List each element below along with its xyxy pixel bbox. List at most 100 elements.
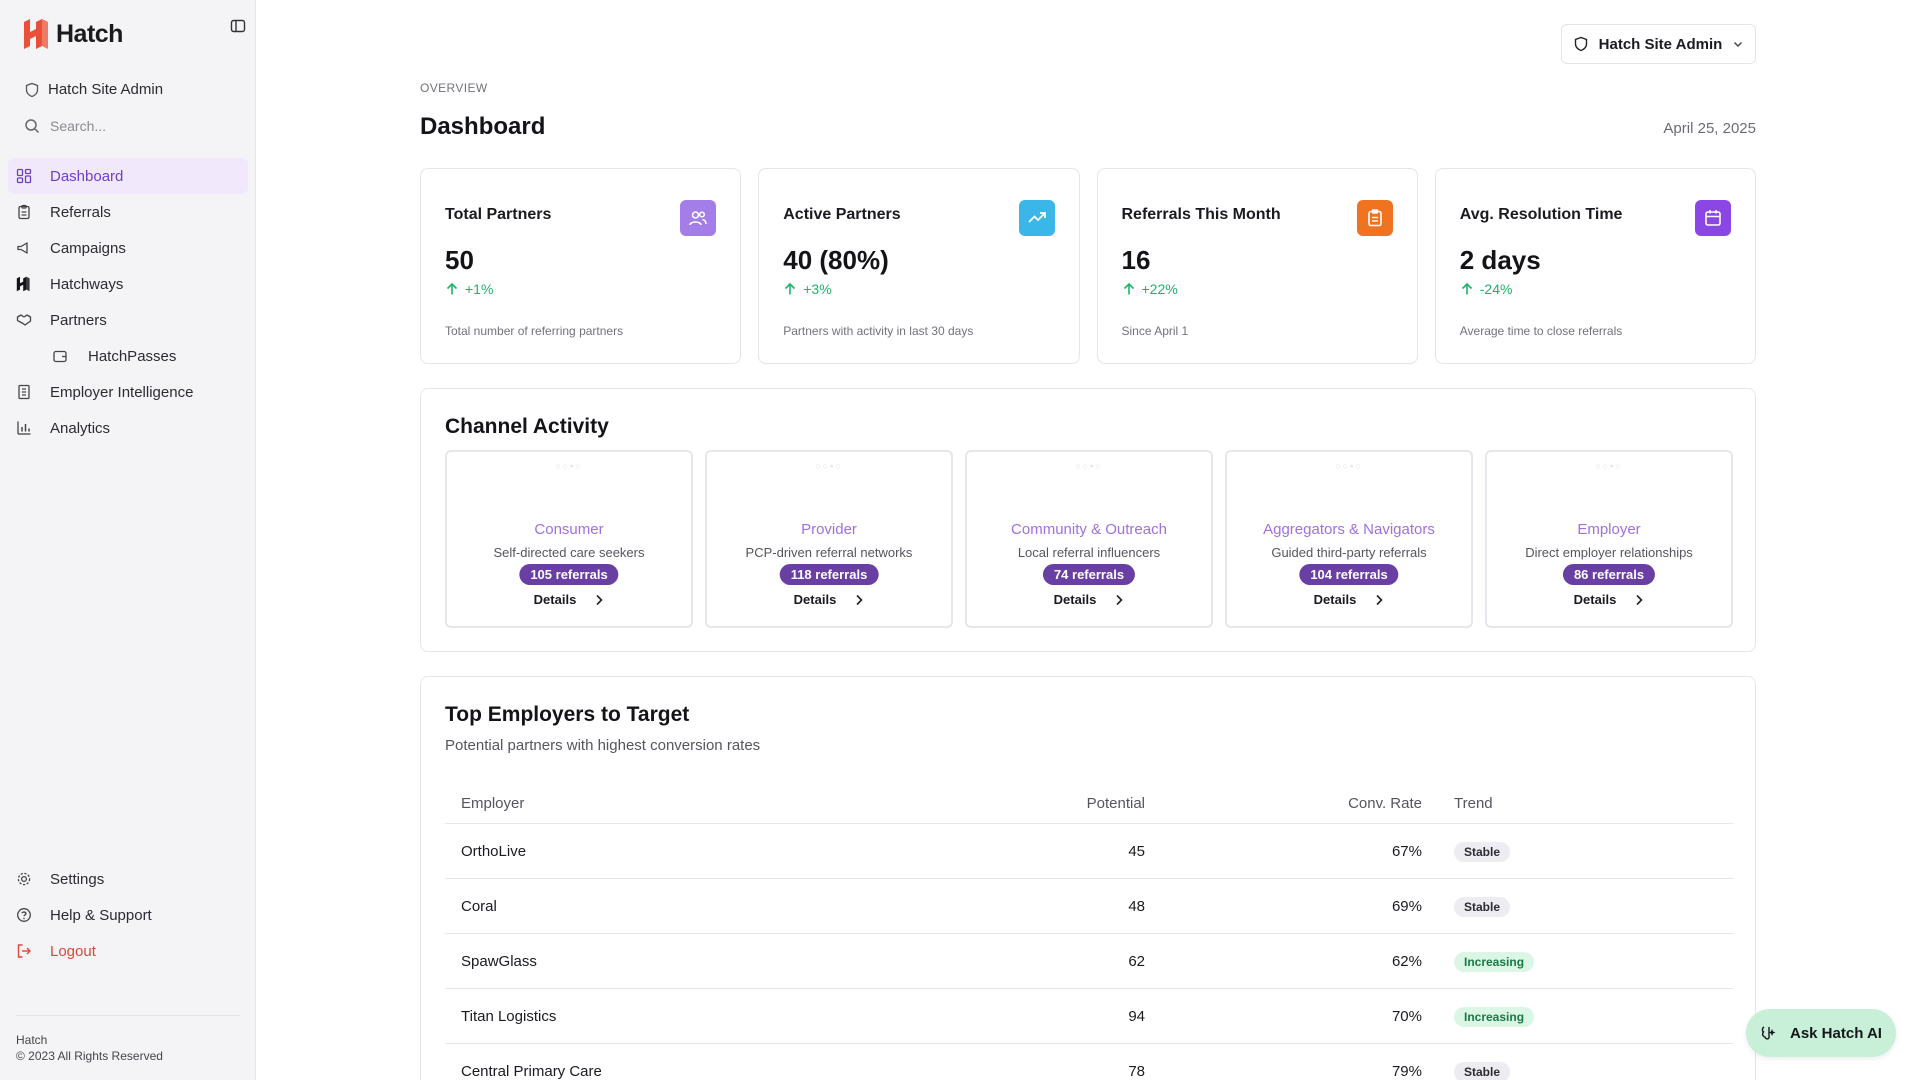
- sidebar-item-help[interactable]: Help & Support: [8, 897, 248, 933]
- employer-potential: 62: [1128, 952, 1145, 970]
- channel-subtitle: Local referral influencers: [1017, 545, 1161, 560]
- section-subtitle: Potential partners with highest conversi…: [445, 737, 761, 754]
- column-header-potential[interactable]: Potential: [1086, 794, 1145, 812]
- sidebar-item-label: HatchPasses: [88, 347, 177, 365]
- sidebar-item-partners[interactable]: Partners: [8, 302, 248, 338]
- table-row[interactable]: Central Primary Care 78 79% Stable: [445, 1044, 1733, 1080]
- sidebar-item-label: Logout: [50, 942, 96, 960]
- handshake-icon: [16, 312, 32, 328]
- footer-company: Hatch: [16, 1033, 48, 1047]
- help-icon: [16, 907, 32, 923]
- column-header-employer[interactable]: Employer: [461, 794, 525, 812]
- table-row[interactable]: SpawGlass 62 62% Increasing: [445, 934, 1733, 989]
- sidebar-item-hatchways[interactable]: Hatchways: [8, 266, 248, 302]
- channel-name: Aggregators & Navigators: [1263, 521, 1435, 538]
- table-row[interactable]: Titan Logistics 94 70% Increasing: [445, 989, 1733, 1044]
- details-label: Details: [533, 592, 577, 607]
- channel-subtitle: Self-directed care seekers: [493, 545, 645, 560]
- calendar-icon: [1695, 200, 1731, 236]
- sparkle-brain-icon: [1761, 1026, 1776, 1040]
- details-label: Details: [793, 592, 837, 607]
- dashboard-icon: [16, 168, 32, 184]
- channel-decoration: ○○▪○: [1075, 461, 1103, 471]
- channel-name: Provider: [801, 521, 857, 538]
- employer-potential: 94: [1128, 1007, 1145, 1025]
- trend-badge: Stable: [1454, 1061, 1511, 1080]
- sidebar-item-referrals[interactable]: Referrals: [8, 194, 248, 230]
- sidebar-item-label: Partners: [50, 311, 107, 329]
- channel-card-employer[interactable]: ○○▪○ Employer Direct employer relationsh…: [1485, 450, 1733, 628]
- chevron-right-icon: [1376, 594, 1383, 605]
- chevron-right-icon: [596, 594, 603, 605]
- wallet-icon: [52, 348, 68, 364]
- channel-subtitle: Guided third-party referrals: [1271, 545, 1427, 560]
- channel-referral-badge: 74 referrals: [1042, 564, 1136, 585]
- stat-delta: -24%: [1460, 281, 1512, 297]
- sidebar-toggle-button[interactable]: [229, 17, 247, 35]
- sidebar-item-analytics[interactable]: Analytics: [8, 410, 248, 446]
- sidebar-item-label: Analytics: [50, 419, 111, 437]
- chevron-right-icon: [856, 594, 863, 605]
- channel-details-link[interactable]: Details: [447, 592, 691, 607]
- channel-name: Consumer: [534, 521, 604, 538]
- stat-description: Total number of referring partners: [445, 324, 624, 338]
- channel-details-link[interactable]: Details: [967, 592, 1211, 607]
- sidebar-item-logout[interactable]: Logout: [8, 933, 248, 969]
- brand-logo[interactable]: Hatch: [22, 18, 123, 50]
- column-header-conv-rate[interactable]: Conv. Rate: [1348, 794, 1422, 812]
- employer-conv-rate: 70%: [1391, 1007, 1422, 1025]
- shield-icon: [25, 82, 39, 97]
- footer-copyright: © 2023 All Rights Reserved: [16, 1049, 163, 1063]
- stat-delta: +1%: [445, 281, 493, 297]
- table-row[interactable]: Coral 48 69% Stable: [445, 879, 1733, 934]
- clipboard-icon: [1356, 200, 1393, 236]
- sidebar-item-dashboard[interactable]: Dashboard: [8, 158, 248, 194]
- channel-name: Employer: [1577, 521, 1641, 538]
- stats-row: Total Partners 50 +1% Total number of re…: [420, 168, 1756, 364]
- admin-dropdown-button[interactable]: Hatch Site Admin: [1561, 24, 1756, 64]
- channel-details-link[interactable]: Details: [1487, 592, 1731, 607]
- top-employers-card: Top Employers to Target Potential partne…: [420, 676, 1756, 1080]
- channel-card-aggregators-navigators[interactable]: ○○▪○ Aggregators & Navigators Guided thi…: [1225, 450, 1473, 628]
- arrow-up-icon: [785, 282, 796, 295]
- details-label: Details: [1313, 592, 1357, 607]
- channel-card-provider[interactable]: ○○▪○ Provider PCP-driven referral networ…: [705, 450, 953, 628]
- stat-label: Referrals This Month: [1121, 206, 1281, 223]
- stat-description: Since April 1: [1121, 324, 1189, 338]
- stat-card-referrals-this-month: Referrals This Month 16 +22% Since April…: [1096, 168, 1418, 364]
- stat-label: Avg. Resolution Time: [1459, 206, 1623, 223]
- stat-delta: +22%: [1122, 281, 1178, 297]
- search-input[interactable]: Search...: [14, 111, 240, 141]
- ask-hatch-ai-button[interactable]: Ask Hatch AI: [1746, 1009, 1896, 1057]
- trend-badge: Stable: [1454, 841, 1511, 862]
- channel-details-link[interactable]: Details: [707, 592, 951, 607]
- stat-delta-value: +22%: [1141, 281, 1178, 297]
- stat-label: Total Partners: [445, 206, 552, 223]
- sidebar-item-campaigns[interactable]: Campaigns: [8, 230, 248, 266]
- sidebar-item-settings[interactable]: Settings: [8, 861, 248, 897]
- bottom-nav: Settings Help & Support Logout: [8, 861, 248, 969]
- stat-description: Partners with activity in last 30 days: [783, 324, 974, 338]
- channel-subtitle: PCP-driven referral networks: [745, 545, 913, 560]
- sidebar-item-label: Help & Support: [50, 906, 152, 924]
- employer-conv-rate: 69%: [1391, 897, 1422, 915]
- column-header-trend[interactable]: Trend: [1454, 794, 1493, 812]
- sidebar-item-label: Employer Intelligence: [50, 383, 194, 401]
- table-row[interactable]: OrthoLive 45 67% Stable: [445, 824, 1733, 879]
- channel-card-community-outreach[interactable]: ○○▪○ Community & Outreach Local referral…: [965, 450, 1213, 628]
- stat-description: Average time to close referrals: [1459, 324, 1623, 338]
- trend-badge: Increasing: [1454, 951, 1535, 972]
- gear-icon: [16, 871, 32, 887]
- channel-card-consumer[interactable]: ○○▪○ Consumer Self-directed care seekers…: [445, 450, 693, 628]
- sidebar-item-label: Campaigns: [50, 239, 126, 257]
- users-icon: [680, 200, 717, 236]
- chevron-down-icon: [1734, 42, 1743, 47]
- sidebar-item-employer-intelligence[interactable]: Employer Intelligence: [8, 374, 248, 410]
- stat-value: 50: [445, 245, 474, 275]
- stat-value: 2 days: [1459, 245, 1541, 275]
- channel-details-link[interactable]: Details: [1227, 592, 1471, 607]
- sidebar-item-hatchpasses[interactable]: HatchPasses: [8, 338, 248, 374]
- chevron-right-icon: [1116, 594, 1123, 605]
- channel-activity-card: Channel Activity ○○▪○ Consumer Self-dire…: [420, 388, 1756, 652]
- org-selector[interactable]: Hatch Site Admin: [24, 81, 163, 98]
